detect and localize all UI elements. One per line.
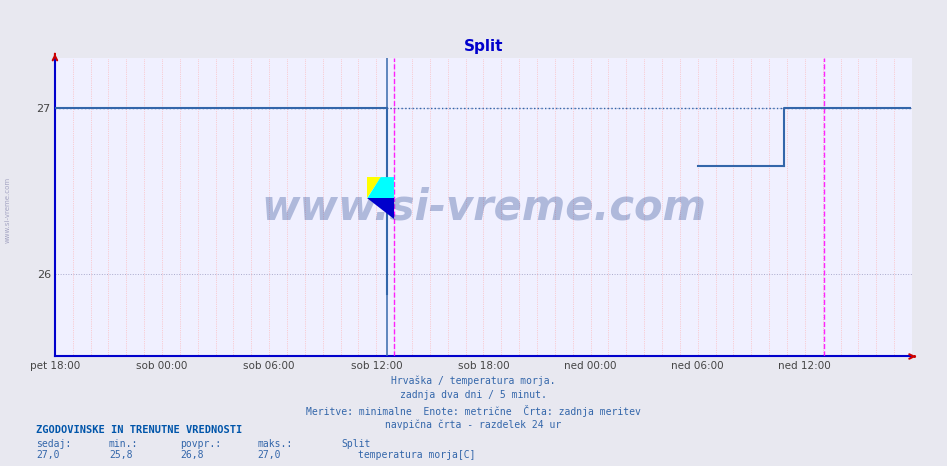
Text: 27,0: 27,0 xyxy=(258,450,281,459)
Text: temperatura morja[C]: temperatura morja[C] xyxy=(358,450,475,459)
Text: Meritve: minimalne  Enote: metrične  Črta: zadnja meritev: Meritve: minimalne Enote: metrične Črta:… xyxy=(306,405,641,417)
Text: zadnja dva dni / 5 minut.: zadnja dva dni / 5 minut. xyxy=(400,390,547,400)
Title: Split: Split xyxy=(464,39,503,55)
Polygon shape xyxy=(367,177,381,198)
Text: min.:: min.: xyxy=(109,439,138,449)
Text: maks.:: maks.: xyxy=(258,439,293,449)
Text: Hrvaška / temperatura morja.: Hrvaška / temperatura morja. xyxy=(391,375,556,386)
Text: 26,8: 26,8 xyxy=(180,450,204,459)
Text: Split: Split xyxy=(341,439,370,449)
Text: sedaj:: sedaj: xyxy=(36,439,71,449)
Text: www.si-vreme.com: www.si-vreme.com xyxy=(5,177,10,243)
Text: ZGODOVINSKE IN TRENUTNE VREDNOSTI: ZGODOVINSKE IN TRENUTNE VREDNOSTI xyxy=(36,425,242,435)
Text: www.si-vreme.com: www.si-vreme.com xyxy=(261,186,706,228)
Text: 25,8: 25,8 xyxy=(109,450,133,459)
Text: navpična črta - razdelek 24 ur: navpična črta - razdelek 24 ur xyxy=(385,420,562,431)
Polygon shape xyxy=(367,177,394,198)
Polygon shape xyxy=(367,198,394,219)
Text: 27,0: 27,0 xyxy=(36,450,60,459)
Text: povpr.:: povpr.: xyxy=(180,439,221,449)
